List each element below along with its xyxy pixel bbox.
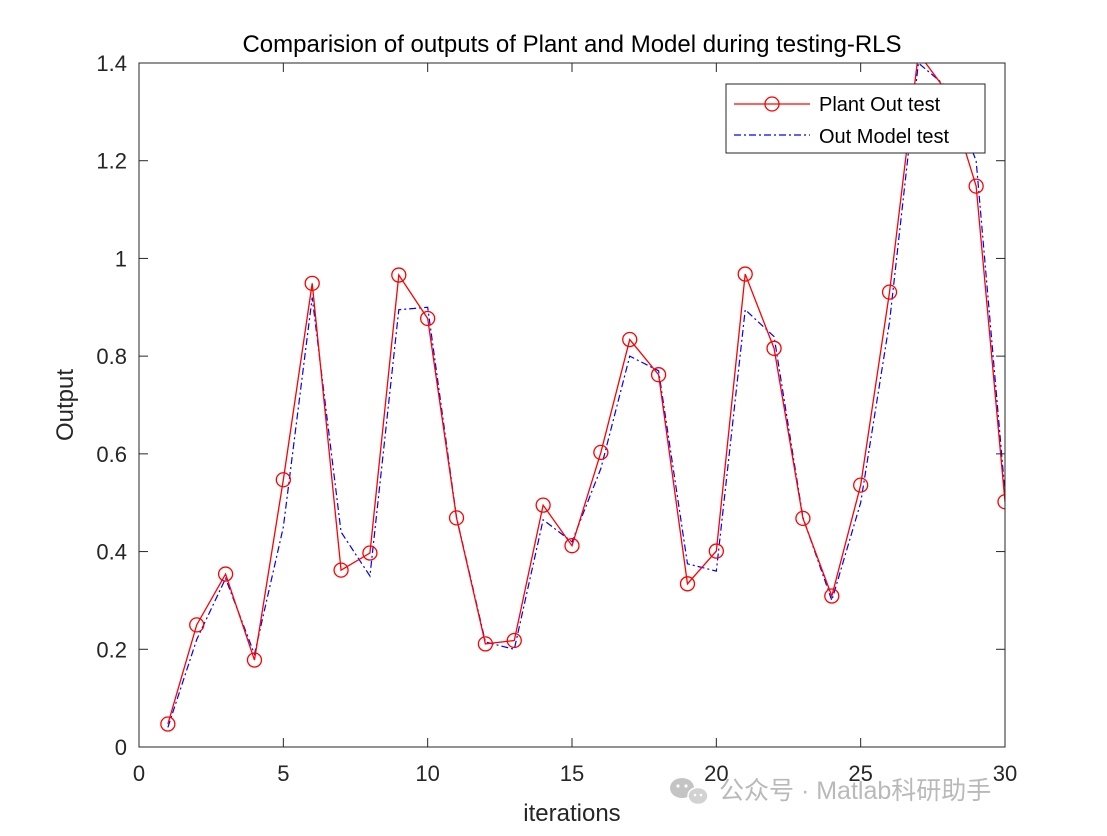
- data-point: [217, 566, 234, 582]
- x-tick-label: 10: [415, 761, 439, 786]
- y-tick-label: 0.6: [96, 442, 127, 467]
- x-axis-label: iterations: [523, 800, 620, 827]
- y-axis: 0 0.2 0.4 0.6 0.8 1 1.2 1.4: [96, 51, 1005, 760]
- legend: Plant Out test Out Model test: [725, 83, 986, 154]
- data-point: [997, 494, 1005, 510]
- data-point: [679, 576, 696, 592]
- data-point: [564, 538, 580, 554]
- data-point: [160, 716, 176, 732]
- watermark: 公众号 · Matlab科研助手: [670, 777, 991, 806]
- y-tick-label: 0: [115, 735, 127, 760]
- data-point: [881, 284, 898, 300]
- data-point: [650, 367, 667, 383]
- legend-marker-plant: [764, 96, 780, 112]
- data-point: [246, 652, 263, 668]
- y-axis-label: Output: [52, 369, 79, 441]
- data-point: [477, 636, 494, 652]
- y-tick-label: 0.4: [96, 540, 127, 565]
- x-tick-label: 25: [848, 761, 872, 786]
- data-point: [189, 617, 205, 633]
- data-point: [737, 266, 753, 282]
- plot-area: [138, 46, 1006, 748]
- data-point: [304, 275, 320, 291]
- series-line: [167, 63, 1005, 728]
- data-point: [593, 444, 609, 461]
- data-point: [391, 267, 407, 283]
- y-tick-label: 0.2: [96, 637, 127, 662]
- x-tick-label: 20: [704, 761, 728, 786]
- legend-label-model: Out Model test: [819, 126, 950, 148]
- data-point: [506, 632, 522, 649]
- data-point: [824, 588, 840, 604]
- data-point: [968, 178, 984, 194]
- x-tick-label: 0: [133, 761, 145, 786]
- x-tick-label: 30: [993, 761, 1017, 786]
- data-point: [420, 310, 436, 327]
- series-layer: [160, 46, 1005, 732]
- data-point: [708, 543, 724, 559]
- watermark-text: 公众号 · Matlab科研助手: [719, 777, 991, 805]
- data-point: [853, 477, 869, 493]
- y-tick-label: 1.2: [96, 149, 127, 174]
- y-tick-label: 0.8: [96, 344, 127, 369]
- x-axis: 0 5 10 15 20 25 30: [133, 63, 1017, 786]
- data-point: [275, 472, 291, 488]
- data-point: [766, 340, 782, 356]
- data-point: [911, 46, 925, 60]
- data-point: [448, 510, 465, 526]
- chart-title: Comparision of outputs of Plant and Mode…: [242, 31, 901, 58]
- y-tick-label: 1: [115, 246, 127, 271]
- wechat-icon: [670, 778, 709, 806]
- series-line: [167, 63, 1005, 725]
- data-point: [362, 545, 378, 561]
- x-tick-label: 5: [277, 761, 289, 786]
- data-point: [535, 497, 551, 513]
- data-point: [333, 562, 349, 578]
- plot-background: [139, 63, 1005, 747]
- data-point: [622, 331, 638, 348]
- series-out-model-test: [167, 63, 1005, 728]
- series-plant-out-test: [160, 46, 1005, 732]
- x-tick-label: 15: [560, 761, 584, 786]
- data-point: [795, 510, 811, 526]
- legend-box: [725, 83, 986, 154]
- legend-label-plant: Plant Out test: [819, 94, 941, 116]
- y-tick-label: 1.4: [96, 51, 127, 76]
